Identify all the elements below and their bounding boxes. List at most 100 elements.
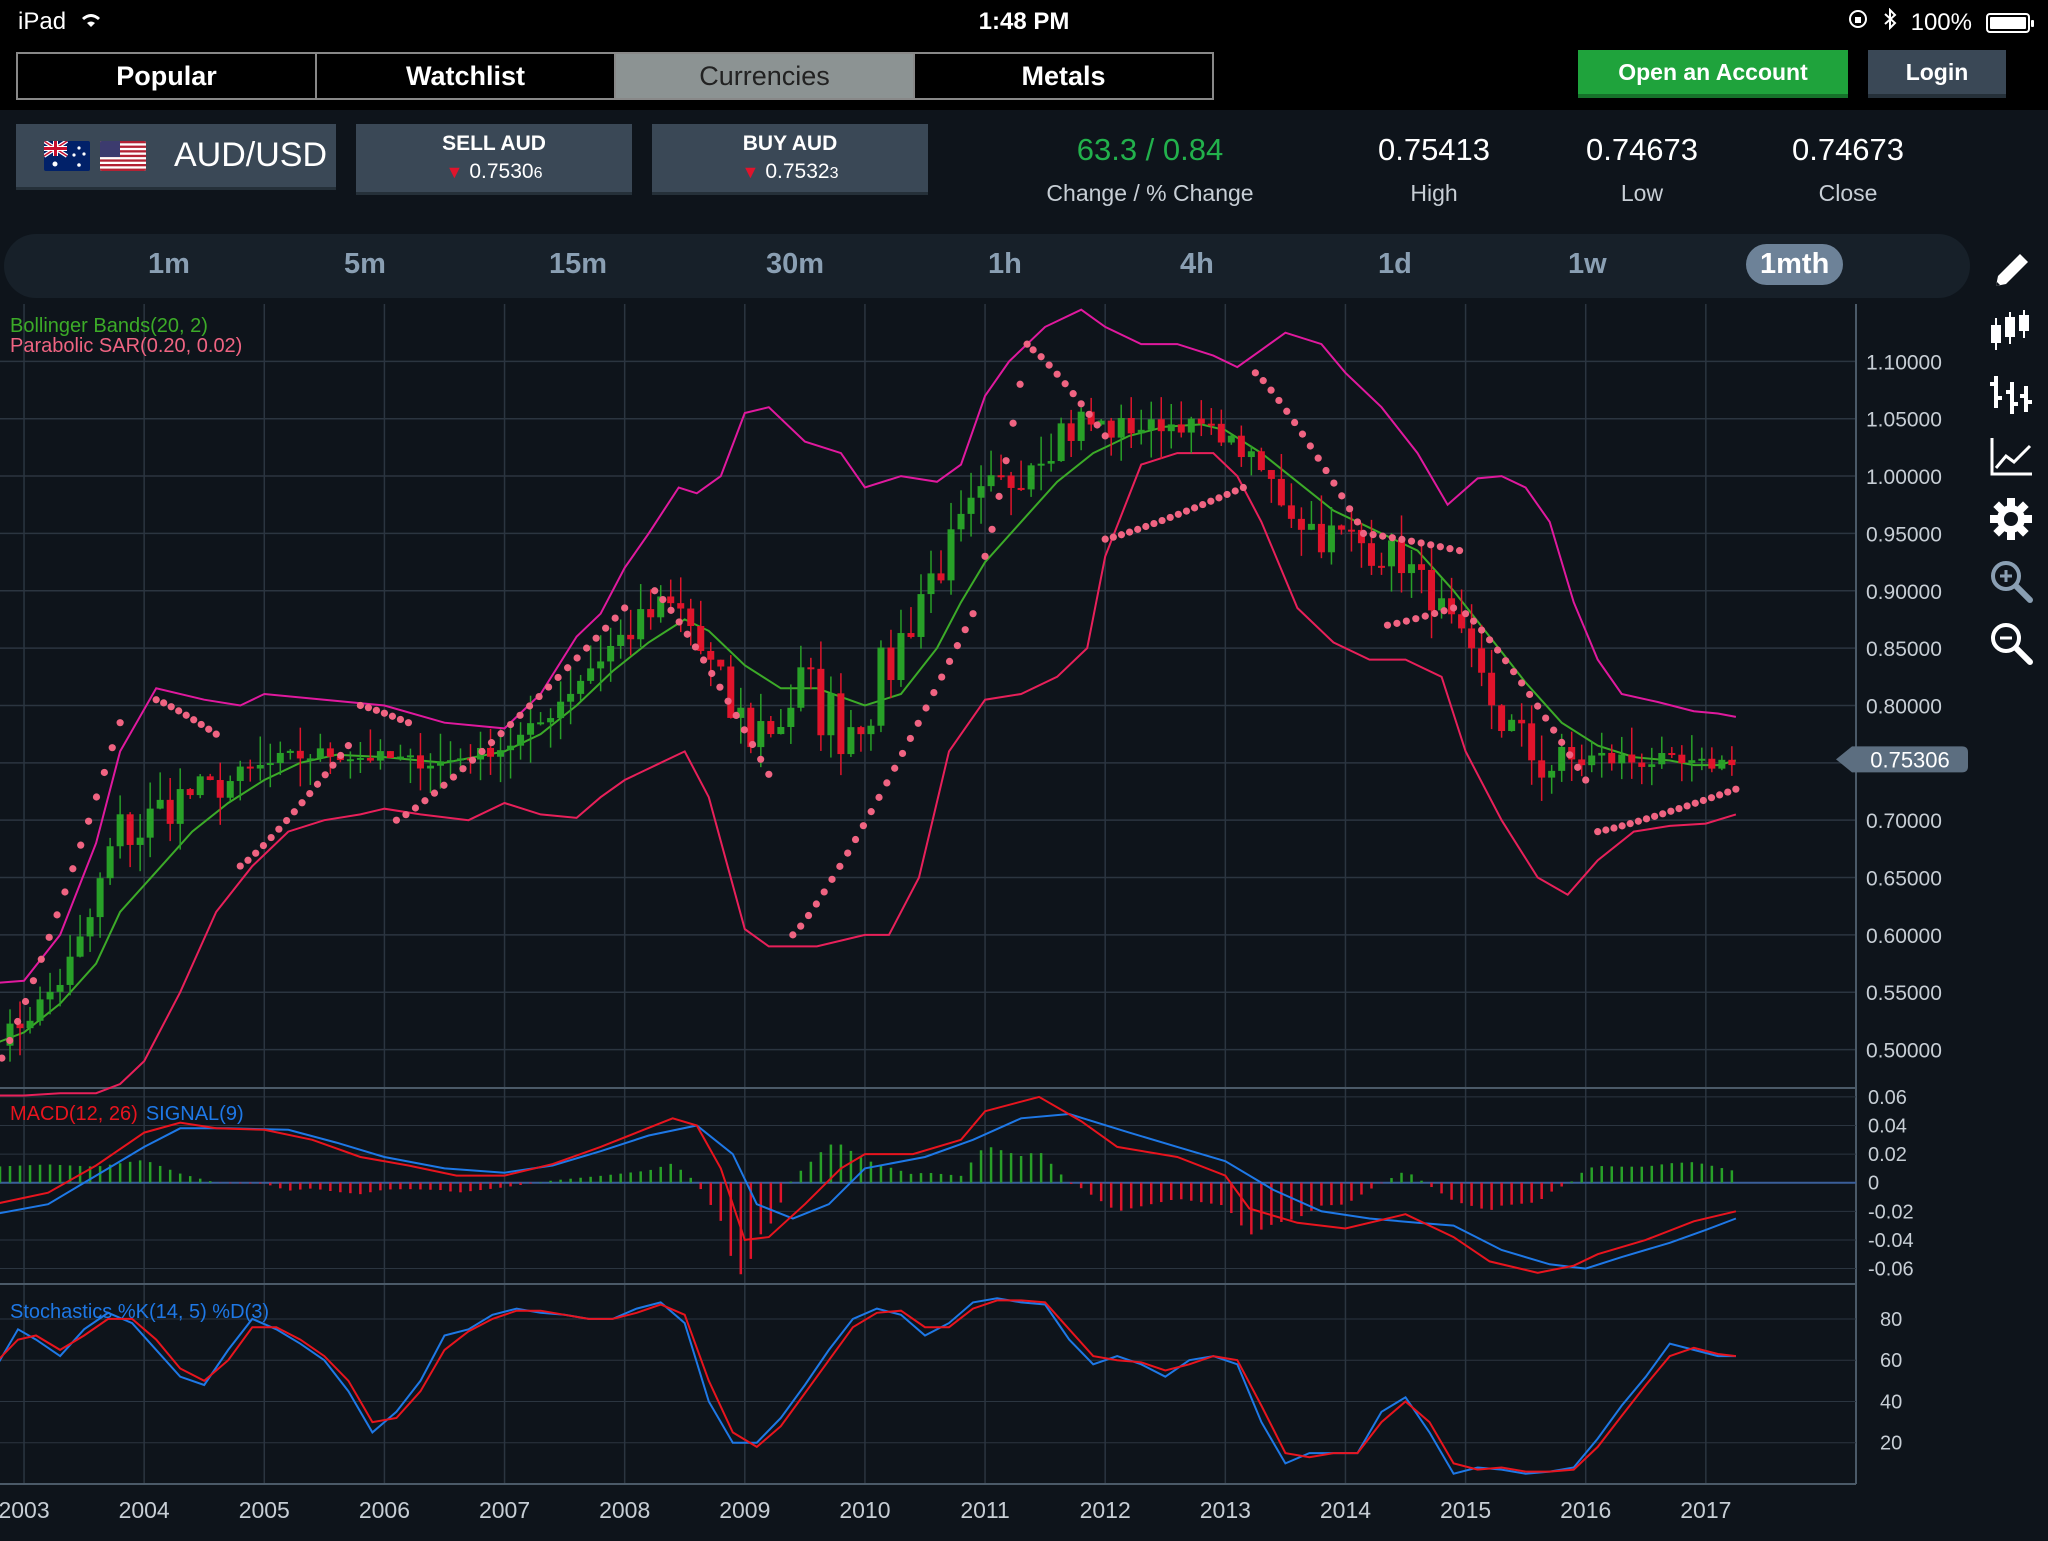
timeframe-1w[interactable]: 1w [1568, 248, 1607, 280]
price-chart-area[interactable]: 2003 2004 2005 2006 2007 2008 2009 2010 2011 2012… [0, 304, 1970, 1536]
sar-dot [1298, 430, 1307, 438]
candle-body [76, 936, 84, 957]
candle-body [266, 763, 274, 766]
sar-dot [321, 771, 329, 779]
candle-body [106, 846, 114, 879]
candle-body [1357, 529, 1365, 544]
sar-dot [906, 734, 914, 743]
price-chart[interactable]: 2003 2004 2005 2006 2007 2008 2009 2010 2011 2012… [0, 304, 1970, 1536]
instrument-name: AUD/USD [174, 136, 328, 174]
sar-dot [1388, 534, 1396, 542]
tab-currencies[interactable]: Currencies [616, 54, 915, 98]
candle-body [1177, 424, 1185, 433]
candlestick-icon[interactable] [1988, 308, 2034, 354]
sar-dot [1610, 824, 1618, 832]
sar-dot [1402, 617, 1410, 625]
sar-dot [1029, 346, 1037, 354]
rotation-lock-icon [1847, 8, 1869, 37]
sar-dot [953, 642, 961, 650]
sar-dot [1117, 531, 1126, 539]
candle-body [1658, 753, 1666, 765]
timeframe-1mth[interactable]: 1mth [1746, 244, 1844, 285]
login-button[interactable]: Login [1868, 50, 2006, 98]
sar-dot [29, 977, 38, 985]
sar-dot [922, 704, 930, 712]
candle-body [1698, 758, 1706, 761]
sar-dot [828, 875, 836, 883]
change-value: 63.3 / 0.84 [1076, 132, 1224, 167]
candle-body [487, 747, 495, 757]
sar-dot [21, 997, 30, 1006]
candle-body [947, 529, 955, 581]
timeframe-15m[interactable]: 15m [549, 248, 608, 280]
candle-body [707, 650, 715, 660]
zoom-out-icon[interactable] [1988, 620, 2034, 666]
tab-watchlist[interactable]: Watchlist [317, 54, 616, 98]
sar-dot [930, 689, 938, 697]
gear-icon[interactable] [1988, 496, 2034, 542]
tab-popular[interactable]: Popular [18, 54, 317, 98]
candle-body [657, 596, 665, 618]
price-tick-label: 0.60000 [1866, 925, 1942, 948]
sar-dot [1667, 807, 1675, 815]
low-label: Low [1620, 180, 1664, 206]
sar-dot [573, 654, 581, 662]
candle-body [366, 757, 374, 761]
sar-dot [1109, 533, 1117, 541]
sell-button[interactable]: SELL AUD ▼ 0.75306 [356, 124, 632, 195]
sar-dot [1009, 419, 1017, 427]
sar-dot [411, 804, 420, 812]
sar-dot [1634, 817, 1642, 825]
candle-body [136, 837, 144, 845]
sar-dot [487, 739, 496, 747]
tab-metals[interactable]: Metals [915, 54, 1212, 98]
timeframe-4h[interactable]: 4h [1180, 248, 1214, 280]
sell-price: ▼ 0.75306 [356, 160, 632, 184]
australia-flag-icon [44, 140, 90, 171]
buy-price-pip: 3 [829, 165, 839, 182]
parabolic-sar-series [0, 340, 1740, 1062]
chart-background [0, 304, 1856, 1484]
sar-dot [1190, 504, 1199, 512]
last-price-marker: 0.75306 [1836, 746, 1968, 773]
ohlc-bars-icon[interactable] [1988, 370, 2034, 416]
x-tick-label: 2008 [599, 1497, 650, 1523]
candle-body [1548, 770, 1556, 778]
down-arrow-icon: ▼ [445, 162, 464, 182]
sar-dot [867, 808, 875, 816]
candle-body [236, 766, 244, 782]
buy-button[interactable]: BUY AUD ▼ 0.75323 [652, 124, 928, 195]
sar-dot [1182, 507, 1191, 515]
macd-tick-label: 0.04 [1868, 1115, 1907, 1137]
candle-body [787, 707, 795, 727]
timeframe-1m[interactable]: 1m [148, 248, 190, 280]
candle-body [1488, 672, 1496, 706]
x-tick-label: 2013 [1200, 1497, 1251, 1523]
sar-dot [1125, 528, 1134, 536]
open-account-button[interactable]: Open an Account [1578, 50, 1848, 98]
line-chart-icon[interactable] [1988, 434, 2034, 480]
instrument-selector[interactable]: AUD/USD [16, 124, 336, 190]
candle-body [356, 757, 364, 760]
candle-body [957, 513, 965, 530]
sar-dot [1199, 500, 1207, 509]
pencil-icon[interactable] [1988, 248, 2034, 294]
timeframe-1h[interactable]: 1h [988, 248, 1022, 280]
stochastics-panel [0, 1297, 1737, 1475]
candle-body [817, 668, 825, 736]
sar-dot [1477, 626, 1486, 634]
zoom-in-icon[interactable] [1988, 558, 2034, 604]
candle-body [1187, 418, 1195, 433]
candle-body [286, 750, 294, 753]
timeframe-30m[interactable]: 30m [766, 248, 825, 280]
sar-dot [267, 833, 275, 842]
timeframe-1d[interactable]: 1d [1378, 248, 1412, 280]
sar-dot [167, 703, 175, 711]
close-label: Close [1818, 180, 1878, 206]
battery-icon [1986, 12, 2034, 33]
sar-dot [683, 630, 691, 638]
timeframe-5m[interactable]: 5m [344, 248, 386, 280]
macd-legend: MACD(12, 26) SIGNAL(9) [10, 1103, 244, 1125]
candle-body [1217, 423, 1225, 443]
candle-body [577, 680, 585, 694]
